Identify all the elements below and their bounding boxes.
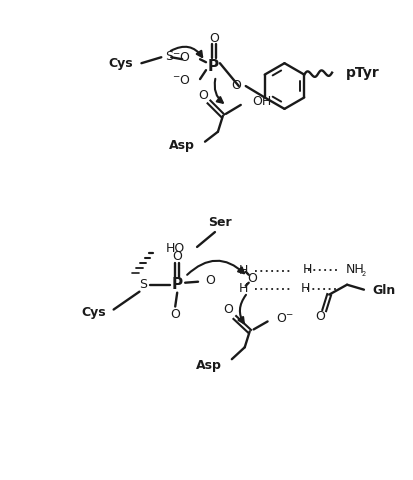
Text: H: H — [300, 282, 310, 295]
Text: O: O — [209, 32, 219, 45]
Text: P: P — [172, 277, 183, 292]
Text: H: H — [239, 282, 249, 295]
Text: H: H — [302, 264, 312, 276]
Text: $_{2}$: $_{2}$ — [361, 269, 367, 279]
Text: Ser: Ser — [208, 216, 232, 228]
Text: O$^{-}$: O$^{-}$ — [275, 312, 294, 325]
Text: S: S — [165, 50, 173, 63]
Text: O: O — [170, 308, 180, 321]
Text: Asp: Asp — [169, 139, 195, 152]
Text: NH: NH — [346, 264, 365, 276]
Text: O: O — [198, 89, 208, 102]
Text: OH: OH — [253, 96, 272, 108]
Text: O: O — [315, 310, 325, 323]
Text: Asp: Asp — [196, 359, 222, 372]
Text: H: H — [239, 264, 249, 277]
Text: O: O — [172, 251, 182, 264]
Text: pTyr: pTyr — [346, 66, 380, 80]
Text: O: O — [205, 274, 215, 287]
Text: O: O — [231, 79, 241, 92]
Text: Cys: Cys — [109, 57, 133, 70]
Text: Cys: Cys — [81, 306, 106, 319]
Text: Gln: Gln — [372, 284, 395, 297]
Text: O: O — [223, 303, 233, 316]
Text: O: O — [248, 272, 258, 285]
Text: HO: HO — [166, 242, 185, 255]
Text: P: P — [207, 59, 218, 73]
Text: $^{-}$O: $^{-}$O — [172, 73, 191, 86]
Text: $^{-}$O: $^{-}$O — [172, 51, 191, 64]
Text: S: S — [140, 278, 147, 291]
